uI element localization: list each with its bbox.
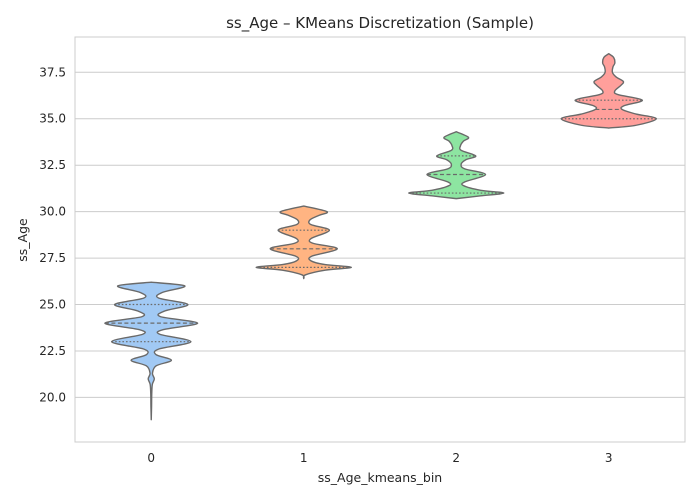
- y-tick-label: 22.5: [39, 344, 66, 358]
- violin-1: [255, 205, 353, 280]
- x-axis-ticks: 0 1 2 3: [147, 451, 612, 465]
- y-tick-label: 35.0: [39, 112, 66, 126]
- x-tick-label: 1: [300, 451, 308, 465]
- violin-body: [255, 205, 353, 280]
- y-tick-label: 32.5: [39, 158, 66, 172]
- plot-area: [74, 36, 686, 443]
- y-tick-label: 27.5: [39, 251, 66, 265]
- chart-title: ss_Age – KMeans Discretization (Sample): [226, 14, 534, 33]
- x-tick-label: 3: [605, 451, 613, 465]
- y-tick-label: 25.0: [39, 298, 66, 312]
- y-tick-label: 20.0: [39, 390, 66, 404]
- x-tick-label: 0: [147, 451, 155, 465]
- violin-body: [560, 53, 658, 129]
- violin-0: [104, 281, 199, 421]
- y-tick-label: 30.0: [39, 205, 66, 219]
- y-tick-label: 37.5: [39, 65, 66, 79]
- violins: [104, 53, 658, 421]
- x-axis-label: ss_Age_kmeans_bin: [318, 470, 442, 485]
- violin-body: [407, 131, 505, 200]
- violin-3: [560, 53, 658, 129]
- y-axis-ticks: 20.0 22.5 25.0 27.5 30.0 32.5 35.0 37.5: [39, 65, 66, 404]
- y-axis-label: ss_Age: [15, 218, 30, 262]
- violin-2: [407, 131, 505, 200]
- x-tick-label: 2: [452, 451, 460, 465]
- violin-body: [104, 281, 199, 421]
